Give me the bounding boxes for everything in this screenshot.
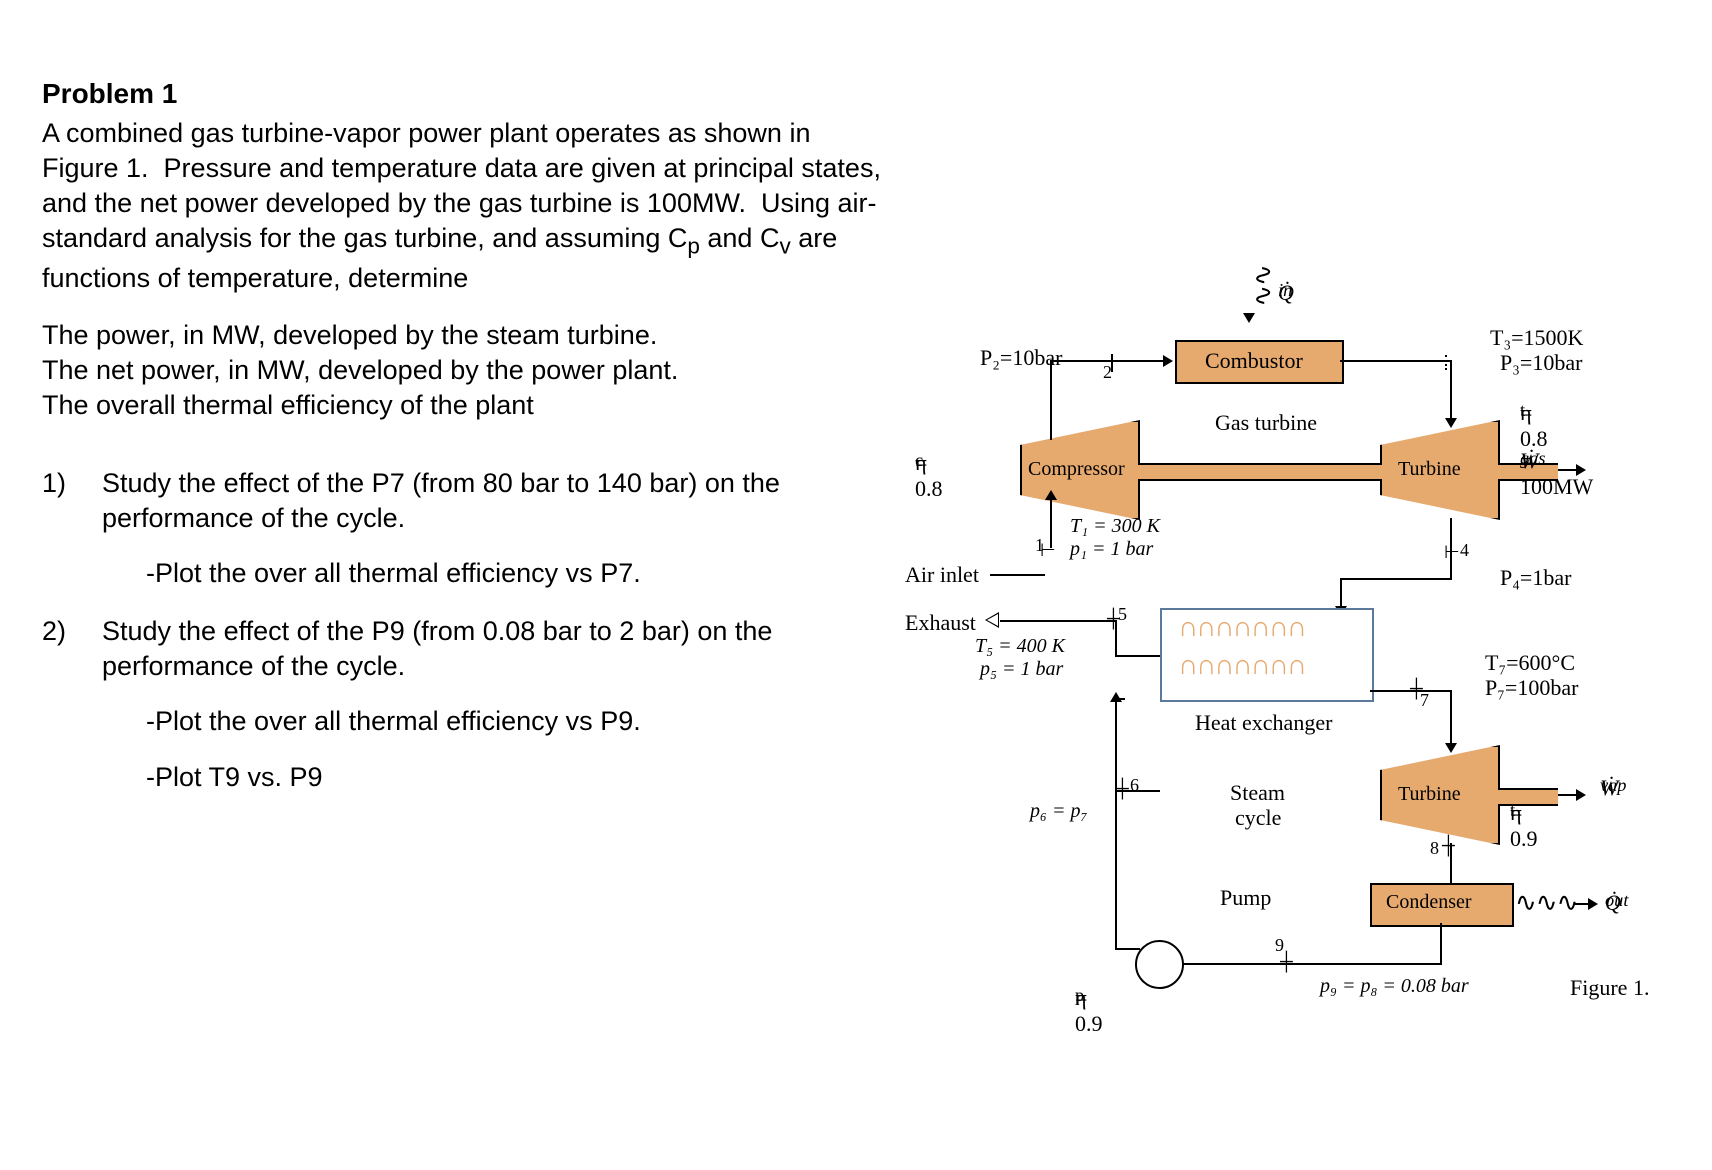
p4-label: P₄=1bar	[1500, 565, 1571, 591]
qin-wavy-icon: ∿∿	[1248, 264, 1278, 306]
q1-number: 1)	[42, 466, 66, 501]
t3-label: T₃=1500K	[1490, 325, 1583, 351]
state-1: 1	[1035, 535, 1044, 556]
hx-coil-top-icon: ∩∩∩∩∩∩∩	[1178, 612, 1305, 644]
intro-paragraph: A combined gas turbine-vapor power plant…	[42, 116, 922, 296]
exhaust-arrow-icon	[985, 612, 999, 628]
state-6: 6	[1130, 775, 1139, 796]
t1-label: T₁ = 300 K	[1070, 515, 1160, 538]
p3-label: P₃=10bar	[1500, 350, 1582, 376]
task-3: The overall thermal efficiency of the pl…	[42, 388, 534, 423]
cycle-diagram: ∿∿ Q̇in Combustor 2 | P₂=10bar T₃=1500K …	[920, 290, 1680, 1120]
state-5: 5	[1118, 604, 1127, 625]
q1-text: Study the effect of the P7 (from 80 bar …	[102, 466, 902, 536]
t7-label: T₇=600°C	[1485, 650, 1575, 676]
hx-coil-bot-icon: ∩∩∩∩∩∩∩	[1178, 650, 1305, 682]
pump-label: Pump	[1220, 885, 1271, 911]
figure-caption: Figure 1.	[1570, 975, 1649, 1001]
exhaust-label: Exhaust	[905, 610, 976, 636]
q2-number: 2)	[42, 614, 66, 649]
p1-label: p₁ = 1 bar	[1070, 538, 1153, 561]
gas-turbine-label: Gas turbine	[1215, 410, 1317, 436]
t5-label: T₅ = 400 K	[975, 635, 1065, 658]
gas-shaft	[1138, 463, 1382, 481]
problem-title: Problem 1	[42, 78, 177, 110]
pump-shape	[1135, 940, 1184, 989]
q2-sub2: -Plot T9 vs. P9	[146, 760, 323, 795]
task-1: The power, in MW, developed by the steam…	[42, 318, 657, 353]
turbine2-label: Turbine	[1398, 783, 1461, 806]
state-4: 4	[1460, 540, 1469, 561]
p9-label: p₉ = p₈ = 0.08 bar	[1320, 975, 1469, 998]
turbine1-label: Turbine	[1398, 458, 1461, 481]
state-8: 8	[1430, 838, 1439, 859]
task-2: The net power, in MW, developed by the p…	[42, 353, 678, 388]
heat-exchanger-label: Heat exchanger	[1195, 710, 1332, 736]
p7-label: P₇=100bar	[1485, 675, 1578, 701]
condenser-label: Condenser	[1386, 891, 1472, 914]
q2-text: Study the effect of the P9 (from 0.08 ba…	[102, 614, 902, 684]
q2-sub1: -Plot the over all thermal efficiency vs…	[146, 704, 641, 739]
q1-sub: -Plot the over all thermal efficiency vs…	[146, 556, 641, 591]
steam-cycle-label-1: Steam	[1230, 780, 1285, 806]
state-9: 9	[1275, 935, 1284, 956]
p6-label: p₆ = p₇	[1030, 800, 1087, 823]
p5-label: p₅ = 1 bar	[980, 658, 1063, 681]
steam-cycle-label-2: cycle	[1235, 805, 1281, 831]
state-7: 7	[1420, 690, 1429, 711]
combustor-label: Combustor	[1205, 348, 1303, 374]
qout-wavy-icon: ∿∿∿	[1515, 888, 1577, 918]
air-inlet-label: Air inlet	[905, 562, 979, 588]
compressor-label: Compressor	[1028, 458, 1125, 481]
